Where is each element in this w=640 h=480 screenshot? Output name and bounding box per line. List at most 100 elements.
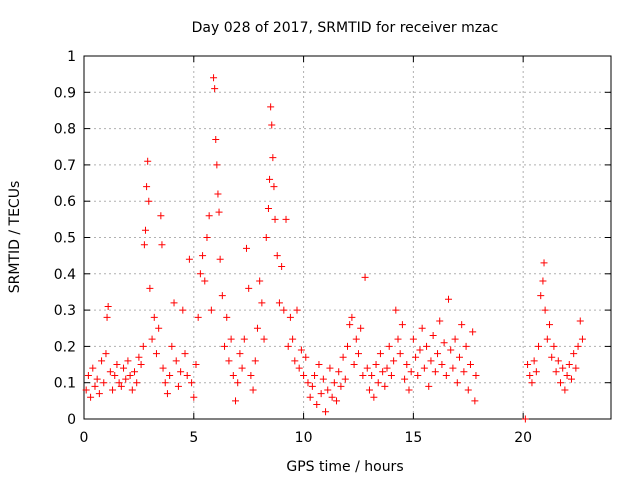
data-point <box>214 190 222 198</box>
data-point <box>539 277 547 285</box>
data-point <box>304 379 312 387</box>
data-point <box>396 350 404 358</box>
data-point <box>271 215 279 223</box>
grid <box>84 56 611 419</box>
data-point <box>572 364 580 372</box>
data-point <box>139 342 147 350</box>
data-point <box>211 85 219 93</box>
data-point <box>188 379 196 387</box>
data-point <box>168 342 176 350</box>
data-series <box>82 74 586 423</box>
data-point <box>524 361 532 369</box>
data-point <box>240 335 248 343</box>
data-point <box>291 357 299 365</box>
data-point <box>212 135 220 143</box>
data-point <box>344 342 351 350</box>
data-point <box>427 357 435 365</box>
data-point <box>227 335 235 343</box>
data-point <box>359 371 367 379</box>
data-point <box>405 386 413 394</box>
data-point <box>543 335 551 343</box>
data-point <box>115 379 123 387</box>
data-point <box>548 353 556 361</box>
data-point <box>445 295 453 303</box>
data-point <box>103 313 111 321</box>
data-point <box>269 154 277 162</box>
data-point <box>442 371 450 379</box>
data-point <box>535 342 543 350</box>
data-point <box>333 397 341 405</box>
data-point <box>561 386 569 394</box>
data-point <box>245 284 253 292</box>
data-point <box>256 277 264 285</box>
data-point <box>335 368 343 376</box>
data-point <box>390 357 398 365</box>
data-point <box>357 324 365 332</box>
data-point <box>425 382 433 390</box>
data-point <box>215 208 223 216</box>
data-point <box>196 270 204 278</box>
data-point <box>232 397 240 405</box>
data-point <box>337 382 345 390</box>
data-point <box>163 390 171 398</box>
data-point <box>368 371 376 379</box>
data-point <box>145 197 153 205</box>
data-point <box>416 346 424 354</box>
data-point <box>282 215 290 223</box>
data-point <box>521 415 529 423</box>
data-point <box>567 375 575 383</box>
plot-frame <box>83 55 612 420</box>
data-point <box>429 332 437 340</box>
data-point <box>530 357 538 365</box>
data-point <box>131 368 139 376</box>
data-point <box>346 321 354 329</box>
data-point <box>537 292 545 300</box>
data-point <box>157 212 165 220</box>
data-point <box>330 379 338 387</box>
data-point <box>172 357 180 365</box>
data-point <box>278 263 286 271</box>
data-point <box>133 379 141 387</box>
data-point <box>350 361 358 369</box>
data-point <box>126 371 134 379</box>
data-point <box>102 350 110 358</box>
data-point <box>328 393 336 401</box>
data-point <box>104 302 112 310</box>
y-tick-label: 0.8 <box>54 122 76 138</box>
data-point <box>148 335 156 343</box>
data-point <box>458 321 466 329</box>
data-point <box>449 364 457 372</box>
data-point <box>113 361 121 369</box>
data-point <box>234 379 242 387</box>
x-tick-label: 5 <box>189 430 198 446</box>
data-point <box>161 379 169 387</box>
data-point <box>472 371 480 379</box>
y-tick-label: 0.6 <box>54 194 76 210</box>
data-point <box>420 364 428 372</box>
data-point <box>563 371 571 379</box>
data-point <box>192 361 200 369</box>
data-point <box>326 364 334 372</box>
data-point <box>194 313 202 321</box>
data-point <box>262 234 270 241</box>
data-point <box>213 161 221 169</box>
data-point <box>412 353 420 361</box>
data-point <box>550 342 558 350</box>
data-point <box>308 382 316 390</box>
data-point <box>462 342 470 350</box>
data-point <box>365 386 373 394</box>
data-point <box>207 306 215 314</box>
data-point <box>159 364 167 372</box>
data-point <box>84 371 92 379</box>
data-point <box>387 371 395 379</box>
data-point <box>155 324 163 332</box>
data-point <box>98 357 106 365</box>
data-point <box>414 371 422 379</box>
data-point <box>352 335 360 343</box>
data-point <box>565 361 573 369</box>
data-point <box>286 313 294 321</box>
data-point <box>93 375 101 383</box>
data-point <box>409 335 417 343</box>
y-tick-label: 0.3 <box>54 303 76 319</box>
